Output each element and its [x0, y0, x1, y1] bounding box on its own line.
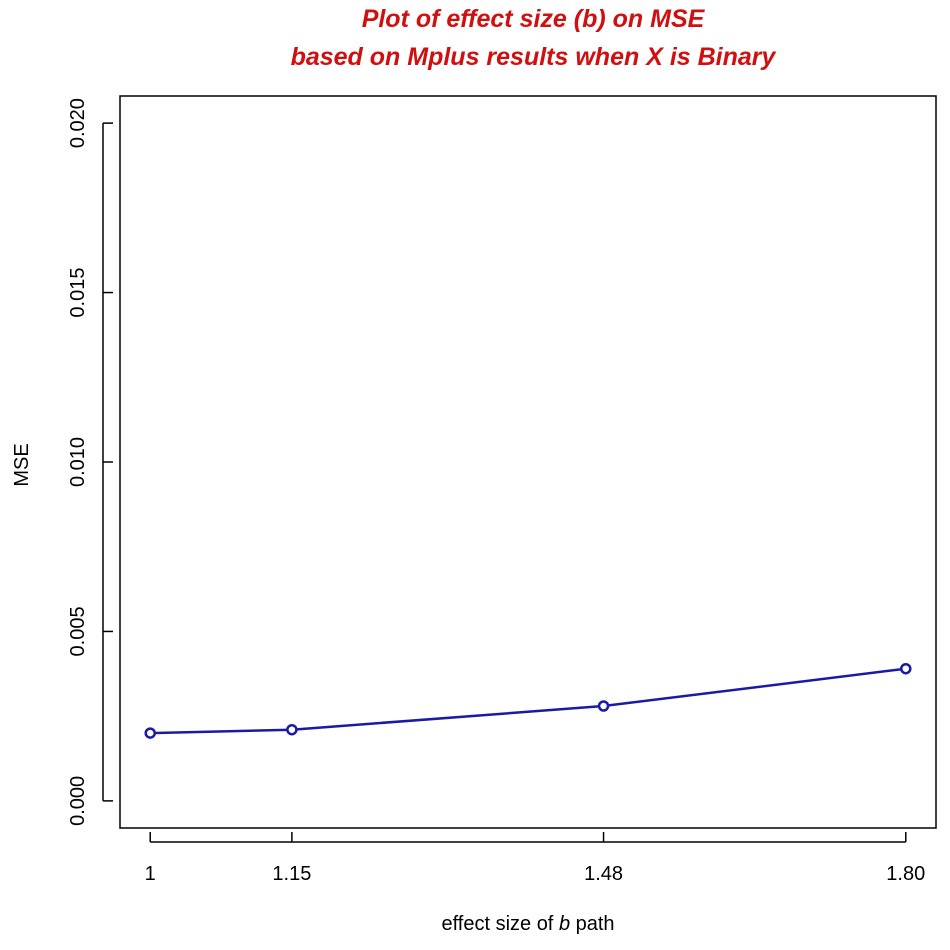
data-point [144, 727, 156, 739]
chart-title-line-2: based on Mplus results when X is Binary [291, 43, 777, 71]
x-tick-label: 1.80 [886, 863, 925, 885]
y-tick-label: 0.000 [67, 776, 89, 826]
y-tick-label: 0.005 [67, 606, 89, 656]
x-tick-label: 1.48 [584, 863, 623, 885]
x-axis: 1 1.15 1.48 1.80 [145, 832, 925, 885]
y-tick-label: 0.020 [67, 98, 89, 148]
series-line [150, 667, 906, 735]
plot-area-frame [119, 95, 937, 829]
x-tick-label: 1.15 [272, 863, 311, 885]
data-point [900, 662, 912, 675]
x-axis-label-prefix: effect size of [441, 913, 558, 935]
y-axis-label: MSE [11, 443, 33, 486]
y-axis: 0.000 0.005 0.010 0.015 0.020 [67, 98, 113, 826]
data-point [597, 700, 610, 712]
x-tick-label: 1 [145, 863, 156, 885]
data-point [286, 723, 298, 736]
chart-title-line-1: Plot of effect size (b) on MSE [362, 5, 706, 33]
y-tick-label: 0.015 [67, 268, 89, 318]
x-axis-label-suffix: path [570, 913, 614, 935]
x-axis-label: effect size of b path [441, 913, 614, 935]
series-layer [144, 662, 912, 739]
y-tick-label: 0.010 [67, 437, 89, 487]
x-axis-label-italic: b [559, 913, 570, 935]
